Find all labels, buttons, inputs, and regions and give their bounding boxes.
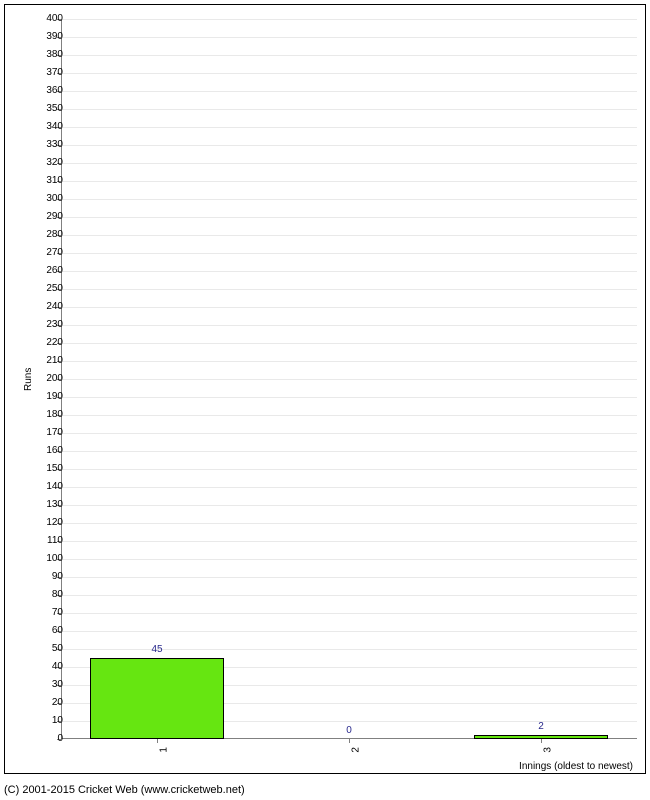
bar <box>90 658 224 739</box>
gridline <box>61 649 637 650</box>
y-tick-label: 300 <box>33 194 63 204</box>
y-tick-label: 290 <box>33 212 63 222</box>
y-tick-label: 100 <box>33 554 63 564</box>
gridline <box>61 343 637 344</box>
bar-value-label: 2 <box>538 721 544 732</box>
gridline <box>61 379 637 380</box>
y-tick-label: 220 <box>33 338 63 348</box>
gridline <box>61 289 637 290</box>
gridline <box>61 631 637 632</box>
y-tick-label: 330 <box>33 140 63 150</box>
gridline <box>61 19 637 20</box>
y-tick-label: 160 <box>33 446 63 456</box>
gridline <box>61 91 637 92</box>
gridline <box>61 469 637 470</box>
y-tick-label: 380 <box>33 50 63 60</box>
gridline <box>61 235 637 236</box>
y-tick-label: 0 <box>33 734 63 744</box>
gridline <box>61 73 637 74</box>
y-tick-label: 90 <box>33 572 63 582</box>
y-tick-label: 340 <box>33 122 63 132</box>
copyright-text: (C) 2001-2015 Cricket Web (www.cricketwe… <box>4 784 245 796</box>
gridline <box>61 451 637 452</box>
x-tick-mark <box>349 739 350 743</box>
plot-area <box>61 19 637 739</box>
y-tick-label: 350 <box>33 104 63 114</box>
bar <box>474 735 608 739</box>
y-tick-label: 70 <box>33 608 63 618</box>
x-tick-label: 2 <box>351 747 362 753</box>
x-axis-title: Innings (oldest to newest) <box>519 761 633 772</box>
x-tick-mark <box>157 739 158 743</box>
gridline <box>61 37 637 38</box>
gridline <box>61 361 637 362</box>
y-tick-label: 110 <box>33 536 63 546</box>
gridline <box>61 55 637 56</box>
y-tick-label: 200 <box>33 374 63 384</box>
gridline <box>61 523 637 524</box>
gridline <box>61 595 637 596</box>
y-tick-label: 320 <box>33 158 63 168</box>
gridline <box>61 181 637 182</box>
y-tick-label: 270 <box>33 248 63 258</box>
gridline <box>61 307 637 308</box>
gridline <box>61 559 637 560</box>
y-tick-label: 170 <box>33 428 63 438</box>
y-tick-label: 60 <box>33 626 63 636</box>
y-tick-label: 360 <box>33 86 63 96</box>
y-tick-label: 370 <box>33 68 63 78</box>
bar-value-label: 45 <box>151 644 162 655</box>
y-tick-label: 310 <box>33 176 63 186</box>
gridline <box>61 253 637 254</box>
gridline <box>61 487 637 488</box>
y-tick-label: 40 <box>33 662 63 672</box>
y-tick-label: 20 <box>33 698 63 708</box>
gridline <box>61 505 637 506</box>
x-tick-label: 1 <box>159 747 170 753</box>
y-tick-label: 10 <box>33 716 63 726</box>
y-tick-label: 230 <box>33 320 63 330</box>
gridline <box>61 397 637 398</box>
gridline <box>61 415 637 416</box>
gridline <box>61 145 637 146</box>
y-tick-label: 250 <box>33 284 63 294</box>
y-tick-label: 190 <box>33 392 63 402</box>
y-tick-label: 140 <box>33 482 63 492</box>
y-tick-label: 210 <box>33 356 63 366</box>
gridline <box>61 163 637 164</box>
y-tick-label: 120 <box>33 518 63 528</box>
y-tick-label: 80 <box>33 590 63 600</box>
gridline <box>61 271 637 272</box>
gridline <box>61 199 637 200</box>
y-tick-label: 30 <box>33 680 63 690</box>
chart-frame: Runs Innings (oldest to newest) 01020304… <box>4 4 646 774</box>
gridline <box>61 613 637 614</box>
y-tick-label: 180 <box>33 410 63 420</box>
gridline <box>61 577 637 578</box>
y-tick-label: 50 <box>33 644 63 654</box>
y-tick-label: 240 <box>33 302 63 312</box>
y-tick-label: 260 <box>33 266 63 276</box>
gridline <box>61 325 637 326</box>
y-tick-label: 400 <box>33 14 63 24</box>
y-tick-label: 390 <box>33 32 63 42</box>
y-tick-label: 130 <box>33 500 63 510</box>
x-tick-label: 3 <box>543 747 554 753</box>
gridline <box>61 109 637 110</box>
x-tick-mark <box>541 739 542 743</box>
gridline <box>61 127 637 128</box>
y-tick-label: 150 <box>33 464 63 474</box>
gridline <box>61 217 637 218</box>
gridline <box>61 541 637 542</box>
y-tick-label: 280 <box>33 230 63 240</box>
bar-value-label: 0 <box>346 725 352 736</box>
gridline <box>61 433 637 434</box>
